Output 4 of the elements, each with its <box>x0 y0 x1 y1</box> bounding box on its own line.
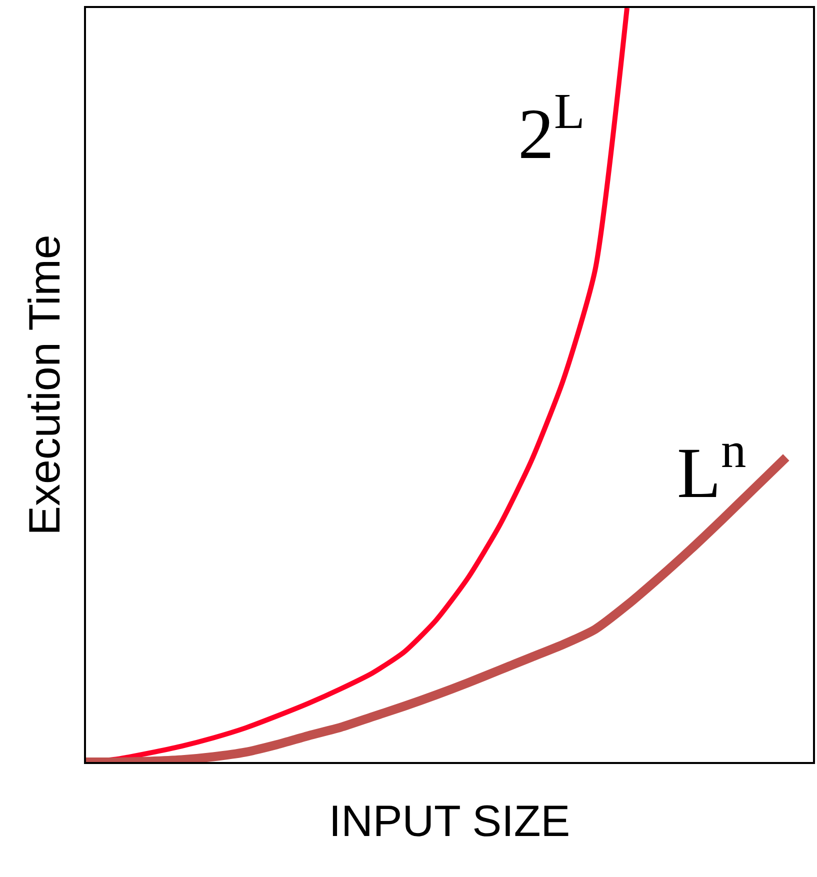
x-axis-title: INPUT SIZE <box>328 797 570 846</box>
y-axis-title: Execution Time <box>20 234 70 536</box>
series-label: L$^{n}$ <box>677 422 746 514</box>
series-label: 2$^{L}$ <box>518 83 585 174</box>
